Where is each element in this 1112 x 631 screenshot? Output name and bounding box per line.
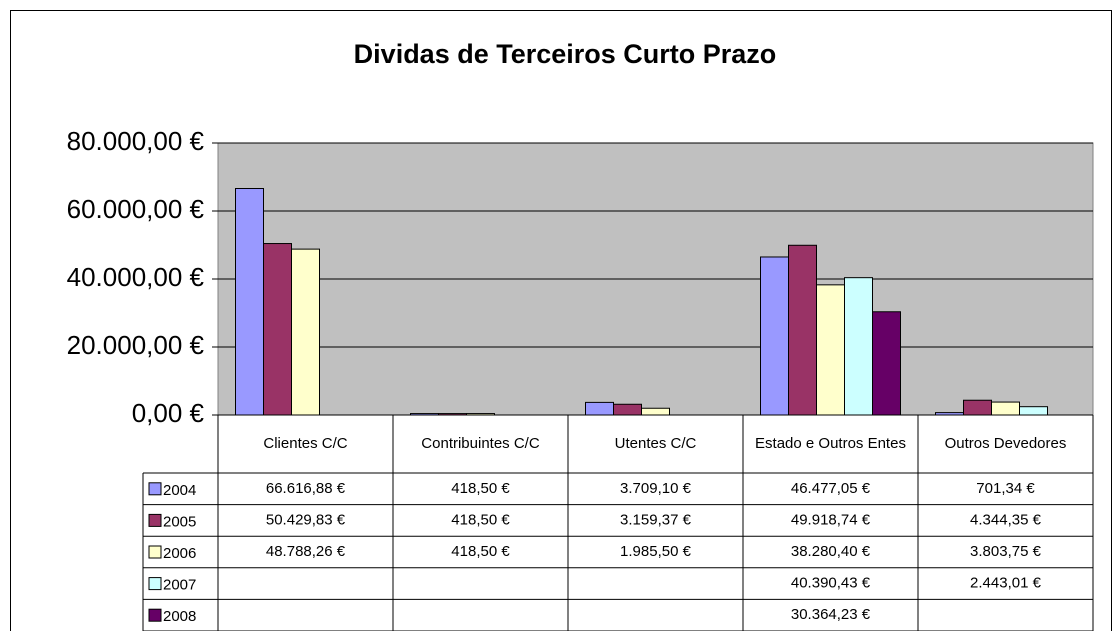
data-label: 2.443,01 €: [970, 575, 1042, 592]
bar: [760, 256, 789, 416]
bar: [585, 401, 614, 416]
data-label: 30.364,23 €: [791, 606, 871, 623]
bar: [963, 399, 992, 416]
bar: [991, 401, 1020, 416]
data-label: 418,50 €: [451, 543, 510, 560]
data-label: 3.159,37 €: [620, 511, 692, 528]
legend-label: 2006: [163, 545, 196, 562]
y-tick-label: 60.000,00 €: [67, 194, 205, 224]
bar: [291, 248, 320, 416]
category-label: Utentes C/C: [615, 435, 697, 452]
category-label: Outros Devedores: [945, 435, 1067, 452]
legend-swatch: [148, 482, 162, 496]
category-label: Clientes C/C: [263, 435, 347, 452]
data-label: 701,34 €: [976, 480, 1035, 497]
data-label: 418,50 €: [451, 480, 510, 497]
data-label: 50.429,83 €: [266, 511, 346, 528]
data-label: 1.985,50 €: [620, 543, 692, 560]
legend-label: 2005: [163, 513, 196, 530]
data-label: 48.788,26 €: [266, 543, 346, 560]
bar: [410, 413, 439, 416]
legend-label: 2007: [163, 577, 196, 594]
bar: [438, 413, 467, 416]
bar: [872, 311, 901, 416]
bar: [844, 277, 873, 416]
y-tick-label: 40.000,00 €: [67, 262, 205, 292]
bar: [816, 284, 845, 416]
bar: [613, 403, 642, 416]
data-label: 4.344,35 €: [970, 511, 1042, 528]
y-tick-label: 20.000,00 €: [67, 330, 205, 360]
y-tick-label: 0,00 €: [132, 398, 205, 428]
bar: [235, 188, 264, 416]
chart-title: Dividas de Terceiros Curto Prazo: [354, 39, 777, 69]
legend-label: 2008: [163, 608, 196, 625]
bar: [788, 244, 817, 416]
bar: [935, 412, 964, 416]
bar: [263, 243, 292, 416]
legend-label: 2004: [163, 482, 196, 499]
data-label: 66.616,88 €: [266, 480, 346, 497]
data-label: 3.709,10 €: [620, 480, 692, 497]
data-label: 418,50 €: [451, 511, 510, 528]
bar: [641, 407, 670, 416]
legend-swatch: [148, 513, 162, 527]
bar: [1019, 406, 1048, 416]
data-label: 46.477,05 €: [791, 480, 871, 497]
data-label: 3.803,75 €: [970, 543, 1042, 560]
legend-swatch: [148, 545, 162, 559]
data-label: 38.280,40 €: [791, 543, 871, 560]
y-tick-label: 80.000,00 €: [67, 126, 205, 156]
category-label: Contribuintes C/C: [421, 435, 540, 452]
legend-swatch: [148, 608, 162, 622]
legend-swatch: [148, 577, 162, 591]
data-label: 49.918,74 €: [791, 511, 871, 528]
data-label: 40.390,43 €: [791, 575, 871, 592]
category-label: Estado e Outros Entes: [755, 435, 906, 452]
bar: [466, 413, 495, 416]
